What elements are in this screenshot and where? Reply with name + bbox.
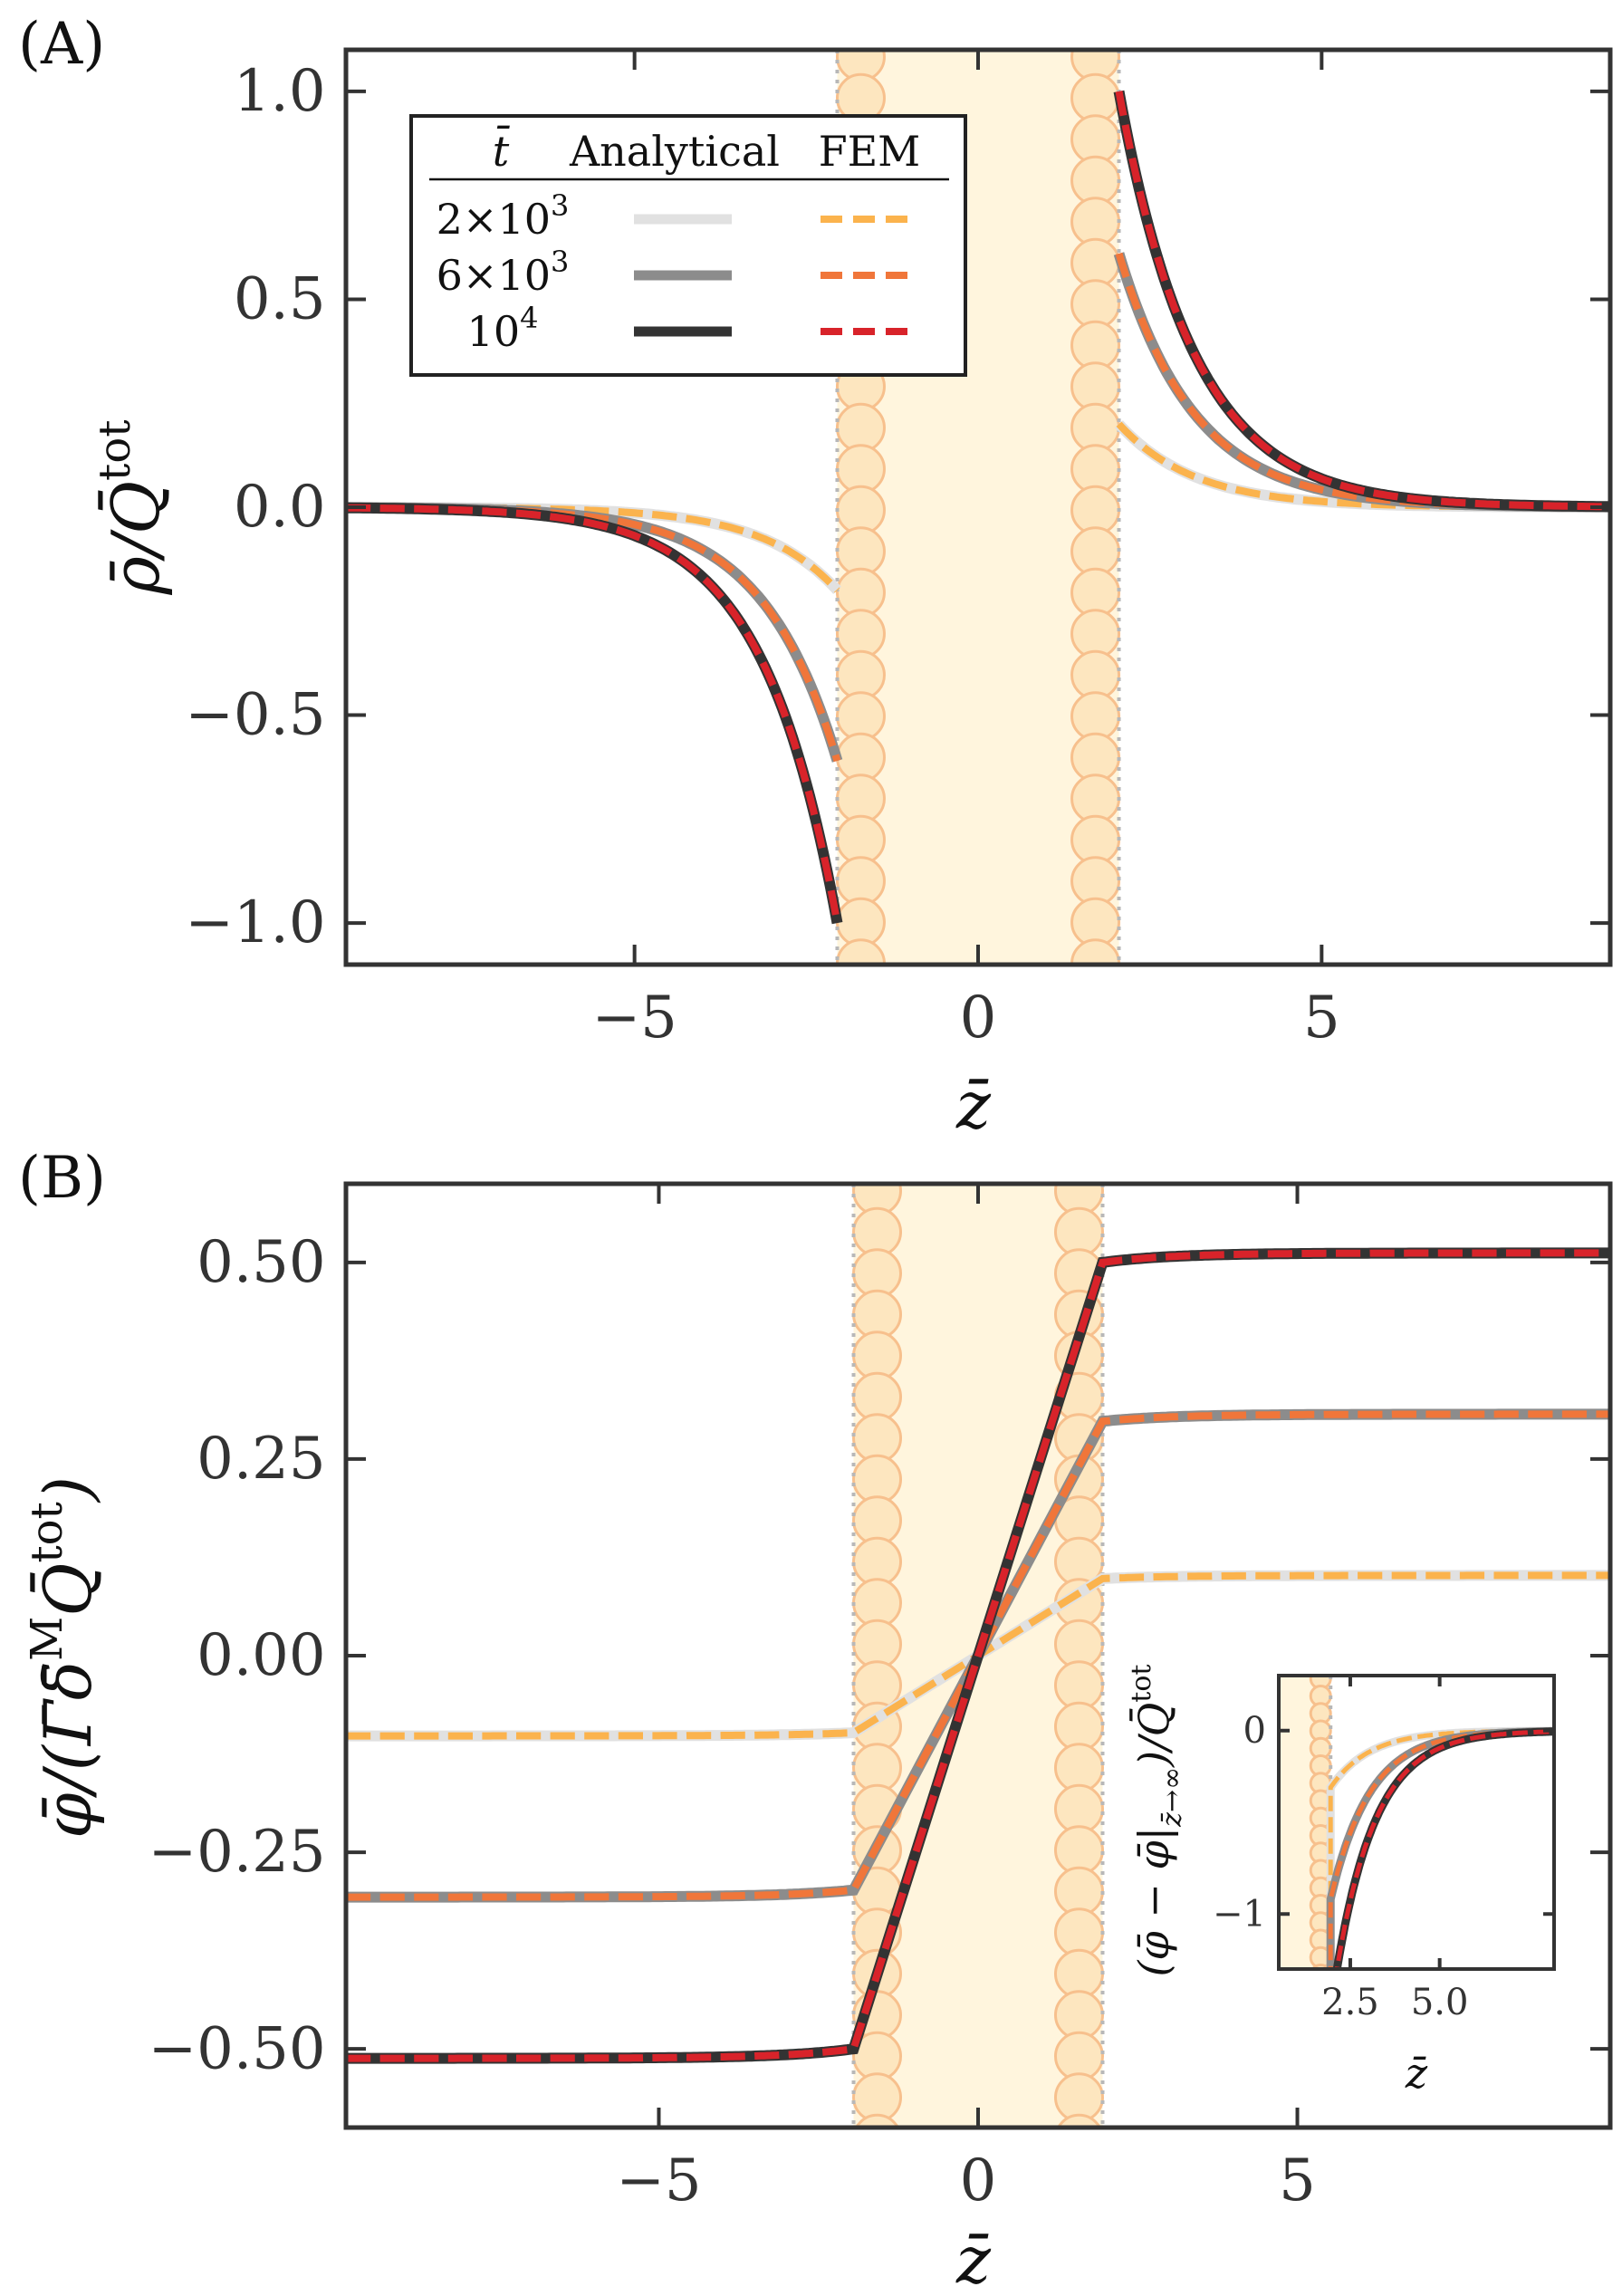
inset-ylabel-sup: tot <box>1126 1665 1157 1703</box>
panel-a-ytick-label-4: −1.0 <box>185 889 325 956</box>
legend-header-t: t̄ <box>493 124 510 176</box>
panel-a-series-2-left-analytical <box>346 502 843 763</box>
inset-ticks: 2.5 5.0 0 −1 <box>1213 1676 1554 2023</box>
panel-a-series <box>346 90 1610 925</box>
inset-series <box>1326 1726 1554 1969</box>
legend-row-3-sup: 4 <box>520 301 538 335</box>
legend-row-1-sup: 3 <box>551 188 569 223</box>
legend-row-3-base: 10 <box>467 307 521 356</box>
panel-b-series <box>346 1247 1610 2064</box>
panel-b-ytick-label-4: −0.50 <box>148 2015 325 2082</box>
panel-a-series-3-right-analytical <box>1113 90 1610 513</box>
panel-b-xlabel: z̄ <box>955 2222 992 2296</box>
legend-header-fem: FEM <box>819 127 921 176</box>
panel-a-ytick-label-3: −0.5 <box>185 682 325 749</box>
inset-ytick-label-0: 0 <box>1243 1710 1266 1752</box>
panel-a-xtick-label-1: 0 <box>960 985 997 1052</box>
panel-a-ytick-label-0: 1.0 <box>234 58 326 125</box>
legend-header-analytical: Analytical <box>569 127 780 176</box>
inset: 2.5 5.0 0 −1 z̄ (φ̄ − φ̄|z̄→∞)/Q̄tot <box>1126 1665 1556 2098</box>
panel-b: (B) −5 0 5 0.50 0.25 0.00 −0.25 −0.50 z̄ φ̄/(Γ̄… <box>18 1145 1613 2296</box>
panel-a-ylabel-base: ρ̄/Q̄ <box>97 481 174 596</box>
panel-b-ylabel-base: φ̄/(Γ̄δ̄ <box>30 1661 106 1839</box>
panel-b-xtick-label-2: 5 <box>1279 2147 1316 2214</box>
panel-a-ytick-label-2: 0.0 <box>234 474 326 541</box>
inset-xlabel: z̄ <box>1405 2049 1428 2098</box>
panel-b-series-3-fem <box>346 1249 1610 2062</box>
panel-a-series-2-right-analytical <box>1113 252 1610 513</box>
panel-b-ylabel-mid: Q̄ <box>29 1563 106 1617</box>
inset-ylabel: (φ̄ − φ̄|z̄→∞)/Q̄tot <box>1126 1665 1188 1977</box>
inset-ytick-label-1: −1 <box>1213 1893 1266 1935</box>
legend-row-1-base: 2×10 <box>437 195 551 244</box>
panel-b-ylabel-sup2: tot <box>22 1502 72 1562</box>
legend-row-2-sup: 3 <box>551 245 569 279</box>
inset-membrane <box>1279 1676 1333 1969</box>
panel-a-series-2-left-fem <box>346 504 841 763</box>
panel-a-ylabel: ρ̄/Q̄tot <box>90 419 174 595</box>
inset-ylabel-rest: )/Q̄ <box>1128 1703 1178 1768</box>
inset-ylabel-main: (φ̄ − φ̄| <box>1129 1827 1178 1977</box>
panel-b-label: (B) <box>18 1145 106 1212</box>
panel-b-xtick-label-1: 0 <box>960 2147 997 2214</box>
panel-b-ytick-label-3: −0.25 <box>148 1819 325 1886</box>
panel-b-ytick-label-0: 0.50 <box>197 1229 326 1296</box>
legend-row-2-base: 6×10 <box>437 251 551 300</box>
legend: t̄ Analytical FEM 2×103 6×103 104 <box>409 114 967 377</box>
panel-a-xtick-label-2: 5 <box>1303 985 1340 1052</box>
panel-b-ticks: −5 0 5 0.50 0.25 0.00 −0.25 −0.50 <box>148 1184 1610 2214</box>
panel-a: (A) −5 0 5 1.0 0.5 0.0 −0.5 −1.0 z̄ ρ̄/Q̄tot t̄… <box>18 11 1613 1143</box>
inset-xtick-label-1: 5.0 <box>1411 1982 1469 2023</box>
panel-b-ytick-label-1: 0.25 <box>197 1426 326 1493</box>
panel-b-ylabel-end: ) <box>30 1476 106 1503</box>
legend-row-1-label: 2×103 <box>437 188 570 244</box>
inset-frame <box>1277 1674 1556 1971</box>
legend-row-3-label: 104 <box>467 301 539 356</box>
panel-a-ytick-label-1: 0.5 <box>234 266 326 333</box>
inset-ylabel-sub: z̄→∞ <box>1157 1767 1188 1828</box>
panel-b-xtick-label-0: −5 <box>616 2147 701 2214</box>
panel-a-series-3-left-fem <box>346 504 841 924</box>
panel-a-ylabel-sup: tot <box>90 419 140 480</box>
panel-a-xtick-label-0: −5 <box>591 985 677 1052</box>
panel-a-series-3-right-fem <box>1115 91 1610 511</box>
panel-a-series-3-left-analytical <box>346 502 843 925</box>
inset-series-3-fem <box>1334 1729 1554 1969</box>
panel-b-ylabel: φ̄/(Γ̄δ̄MQ̄tot) <box>22 1476 106 1839</box>
panel-a-series-2-right-fem <box>1115 252 1610 511</box>
panel-b-ytick-label-2: 0.00 <box>197 1622 326 1689</box>
panel-a-ticks: −5 0 5 1.0 0.5 0.0 −0.5 −1.0 <box>185 50 1610 1052</box>
panel-b-membrane-head-left-23 <box>854 2113 900 2128</box>
panel-a-xlabel: z̄ <box>955 1067 992 1143</box>
panel-a-membrane <box>835 50 1121 965</box>
inset-xtick-label-0: 2.5 <box>1321 1982 1379 2023</box>
panel-a-label: (A) <box>18 11 105 78</box>
legend-row-2-label: 6×103 <box>437 245 570 300</box>
panel-b-membrane-head-right-23 <box>1056 2113 1102 2128</box>
panel-b-ylabel-sup1: M <box>22 1617 72 1661</box>
